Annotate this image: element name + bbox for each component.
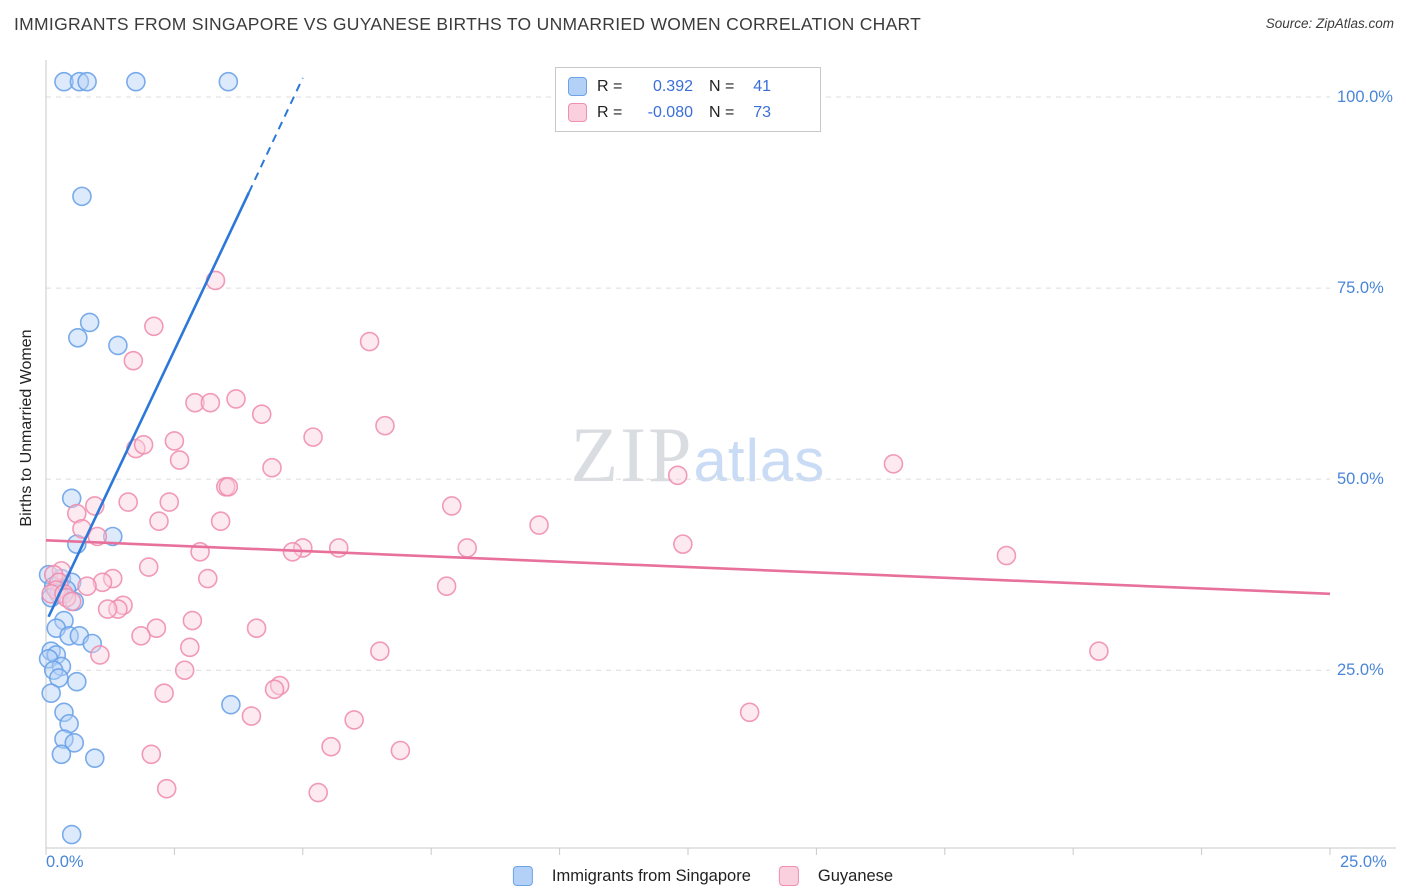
correlation-legend-box: R = 0.392 N = 41 R = -0.080 N = 73 xyxy=(555,67,821,132)
legend-swatch-pink xyxy=(778,866,799,886)
y-axis-title: Births to Unmarried Women xyxy=(18,329,35,527)
n-label: N = xyxy=(709,77,735,95)
y-tick-label-25: 25.0% xyxy=(1337,661,1384,679)
legend-swatch-blue xyxy=(512,866,533,886)
legend-swatch-blue xyxy=(568,77,587,96)
r-value: -0.080 xyxy=(647,103,693,121)
bottom-legend: Immigrants from Singapore Guyanese xyxy=(506,866,900,886)
y-tick-label-100: 100.0% xyxy=(1337,88,1393,106)
bottom-legend-label: Guyanese xyxy=(817,866,894,885)
legend-swatch-pink xyxy=(568,103,587,122)
n-value: 41 xyxy=(753,77,771,95)
source-text: Source: ZipAtlas.com xyxy=(1265,16,1394,31)
r-value: 0.392 xyxy=(652,77,693,95)
x-tick-label-max: 25.0% xyxy=(1340,853,1387,871)
r-label: R = xyxy=(597,103,623,121)
legend-row-singapore: R = 0.392 N = 41 xyxy=(568,77,808,96)
bottom-legend-label: Immigrants from Singapore xyxy=(551,866,751,885)
x-tick-label-min: 0.0% xyxy=(46,853,84,871)
chart-title: IMMIGRANTS FROM SINGAPORE VS GUYANESE BI… xyxy=(14,14,922,34)
bottom-legend-item-singapore: Immigrants from Singapore xyxy=(512,866,751,886)
n-value: 73 xyxy=(753,103,771,121)
y-tick-label-75: 75.0% xyxy=(1337,279,1384,297)
r-label: R = xyxy=(597,77,623,95)
y-tick-label-50: 50.0% xyxy=(1337,470,1384,488)
n-label: N = xyxy=(709,103,735,121)
bottom-legend-item-guyanese: Guyanese xyxy=(778,866,894,886)
legend-row-guyanese: R = -0.080 N = 73 xyxy=(568,103,808,122)
